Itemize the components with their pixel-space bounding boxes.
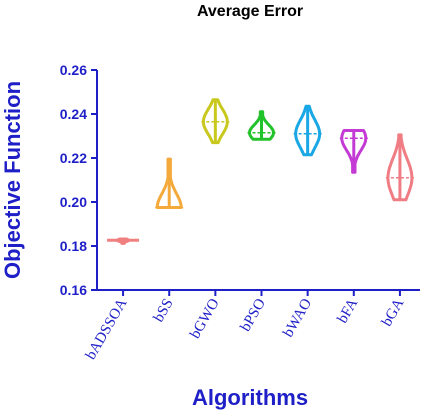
x-tick-label: bGA [379,296,408,329]
violins [107,98,414,245]
y-tick-label: 0.26 [60,62,87,78]
y-tick-label: 0.24 [60,106,87,122]
x-tick-label: bGWO [187,296,223,342]
y-tick-label: 0.18 [60,238,87,254]
x-tick-label: bPSO [238,296,269,334]
y-tick-label: 0.16 [60,282,87,298]
y-tick-label: 0.20 [60,194,87,210]
violin [107,237,140,245]
x-tick-label: bADSSOA [83,296,131,363]
y-tick-label: 0.22 [60,150,87,166]
violin [247,110,276,141]
x-tick-label: bFA [335,296,362,326]
chart-title: Average Error [197,3,303,20]
violin [155,157,184,209]
x-tick-label: bSS [151,296,177,325]
x-ticks: bADSSOA bSS bGWO bPSO bWAO bFA bGA [83,290,408,363]
x-tick-label: bWAO [280,296,315,340]
violin [385,133,414,202]
y-ticks: 0.16 0.18 0.20 0.22 0.24 0.26 [60,62,97,298]
violin [201,98,230,145]
violin [339,129,368,174]
violin [293,104,322,157]
y-axis-label: Objective Function [0,81,25,279]
x-axis-label: Algorithms [192,385,308,410]
axes [96,70,420,291]
